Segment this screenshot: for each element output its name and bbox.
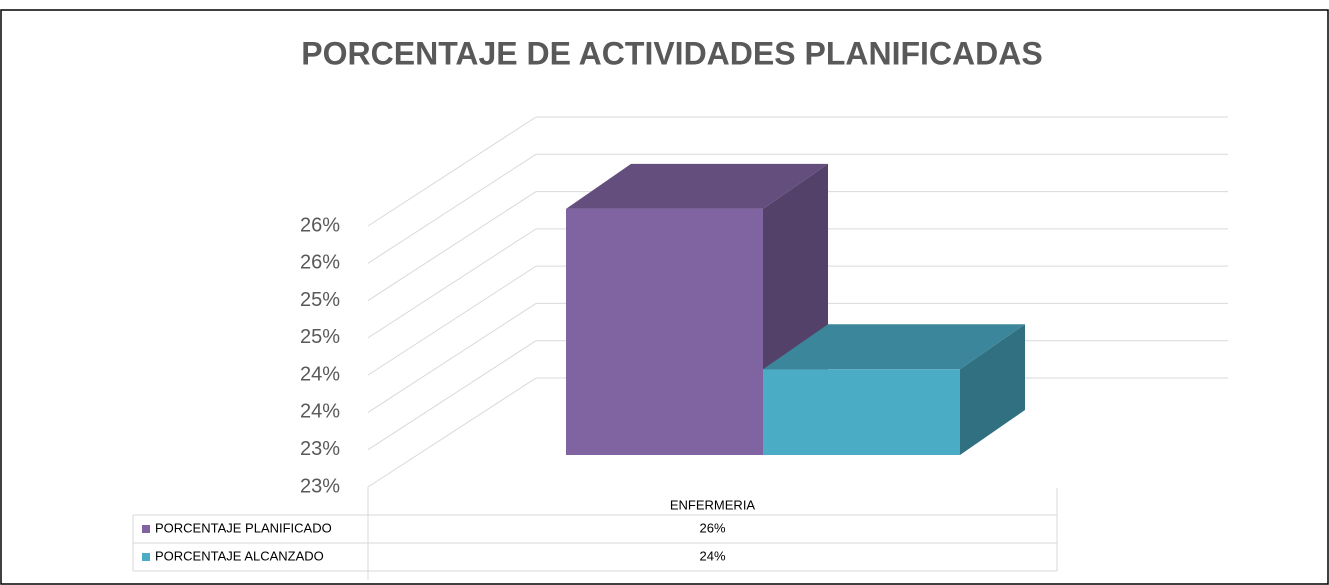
y-tick-label: 26% [300, 214, 340, 236]
grid-line [367, 340, 537, 451]
y-tick-label: 24% [300, 401, 340, 423]
grid-line [367, 191, 537, 301]
grid-line [367, 228, 537, 339]
data-label: 26% [699, 520, 725, 535]
bar-top [763, 324, 1025, 370]
bar [763, 369, 960, 455]
chart-title: PORCENTAJE DE ACTIVIDADES PLANIFICADAS [301, 35, 1042, 71]
y-tick-label: 23% [300, 475, 340, 497]
y-tick-label: 24% [300, 363, 340, 385]
y-tick-label: 23% [300, 438, 340, 460]
bar-side [960, 324, 1025, 455]
grid-line [367, 303, 537, 413]
grid-line [367, 377, 537, 488]
y-tick-label: 26% [300, 252, 340, 274]
legend-swatch [142, 525, 150, 533]
y-tick-label: 25% [300, 326, 340, 348]
y-tick-label: 25% [300, 289, 340, 311]
data-label: 24% [699, 548, 725, 563]
legend-label: PORCENTAJE PLANIFICADO [155, 520, 332, 535]
grid-line [367, 116, 537, 227]
legend-swatch [142, 553, 150, 561]
x-tick-label: ENFERMERIA [670, 497, 756, 512]
grid-line [367, 153, 537, 264]
bar-top [566, 163, 828, 209]
bar [566, 208, 763, 455]
legend-label: PORCENTAJE ALCANZADO [155, 548, 324, 563]
grid-line [367, 265, 537, 376]
